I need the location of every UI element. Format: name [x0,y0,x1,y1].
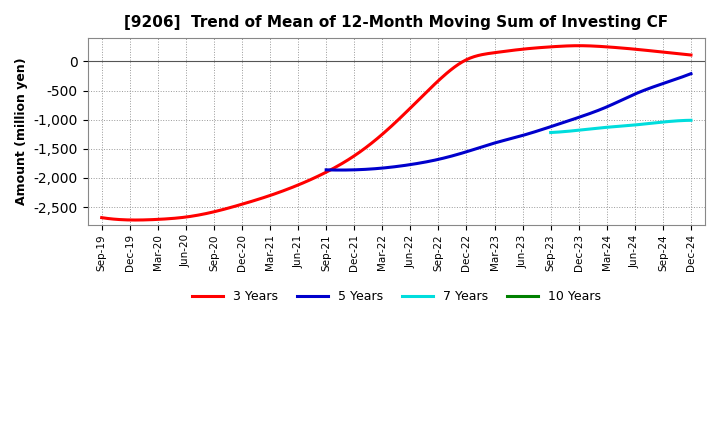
Legend: 3 Years, 5 Years, 7 Years, 10 Years: 3 Years, 5 Years, 7 Years, 10 Years [186,285,606,308]
Title: [9206]  Trend of Mean of 12-Month Moving Sum of Investing CF: [9206] Trend of Mean of 12-Month Moving … [125,15,668,30]
Y-axis label: Amount (million yen): Amount (million yen) [15,58,28,205]
